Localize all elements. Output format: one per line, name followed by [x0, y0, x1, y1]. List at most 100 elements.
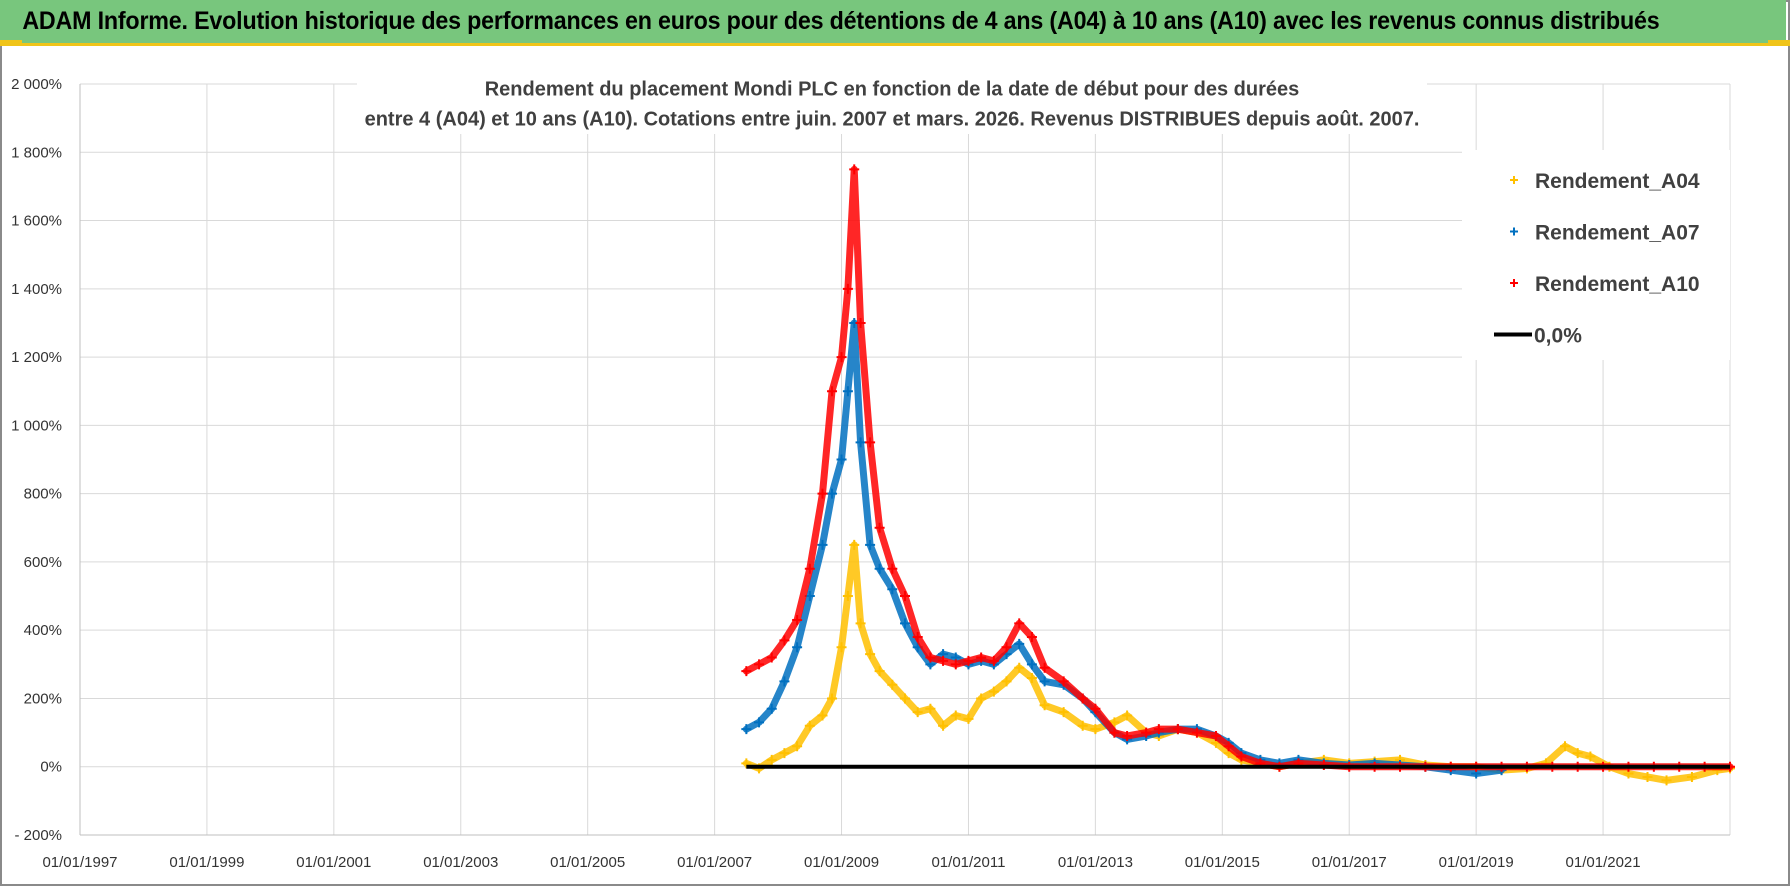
data-point [938, 720, 949, 731]
y-tick-label: 1 200% [11, 349, 62, 366]
data-point [836, 642, 847, 653]
data-point [792, 614, 803, 625]
legend-label: Rendement_A04 [1535, 170, 1700, 193]
y-tick-label: 1 800% [11, 144, 62, 161]
data-point [1014, 618, 1025, 629]
series-layer [741, 164, 1735, 786]
data-point [1001, 642, 1012, 653]
data-point [1090, 724, 1101, 735]
data-point [1026, 632, 1037, 643]
chart-title-line-1: Rendement du placement Mondi PLC en fonc… [485, 78, 1300, 100]
x-tick-label: 01/01/2011 [931, 854, 1005, 871]
data-point [792, 642, 803, 653]
data-point [874, 666, 885, 677]
data-point [741, 666, 752, 677]
data-point [1014, 638, 1025, 649]
data-point [804, 720, 815, 731]
data-point [912, 707, 923, 718]
data-point [855, 437, 866, 448]
data-point [1686, 771, 1697, 782]
data-point [849, 539, 860, 550]
legend: Rendement_A04 Rendement_A07 Rendement_A10 0… [1462, 150, 1730, 360]
title-background [357, 76, 1427, 134]
data-point [1585, 751, 1596, 762]
x-tick-label: 01/01/2013 [1058, 854, 1133, 871]
data-point [1077, 693, 1088, 704]
report-banner: ADAM Informe. Evolution historique des p… [0, 0, 1786, 46]
y-tick-label: - 200% [14, 827, 62, 844]
legend-background [1462, 150, 1730, 360]
x-tick-label: 01/01/2003 [423, 854, 498, 871]
legend-label: Rendement_A07 [1535, 222, 1700, 245]
legend-label: Rendement_A10 [1535, 273, 1700, 296]
data-point [1210, 731, 1221, 742]
legend-marker [1510, 279, 1518, 287]
data-point [836, 352, 847, 363]
data-point [1141, 727, 1152, 738]
data-point [766, 703, 777, 714]
data-point [988, 655, 999, 666]
data-point [836, 454, 847, 465]
y-tick-label: 800% [24, 486, 62, 503]
data-point [1077, 720, 1088, 731]
data-point [900, 693, 910, 704]
data-point [963, 655, 974, 666]
data-point [754, 717, 765, 728]
x-tick-label: 01/01/1997 [42, 854, 117, 871]
data-point [754, 659, 765, 670]
data-point [1058, 707, 1069, 718]
data-point [1058, 676, 1069, 687]
data-point [925, 703, 936, 714]
chart-title-line-2: entre 4 (A04) et 10 ans (A10). Cotations… [365, 108, 1420, 130]
data-point [741, 758, 752, 769]
x-tick-label: 01/01/2009 [804, 854, 879, 871]
data-point [855, 317, 866, 328]
data-point [865, 539, 876, 550]
data-point [1572, 748, 1583, 759]
data-point [1109, 727, 1120, 738]
data-point [963, 713, 974, 724]
data-point [842, 591, 853, 602]
data-point [938, 655, 949, 666]
data-point [1039, 676, 1050, 687]
data-point [900, 591, 910, 602]
data-point [1014, 662, 1025, 673]
x-tick-label: 01/01/2019 [1439, 854, 1514, 871]
x-tick-label: 01/01/2021 [1566, 854, 1641, 871]
y-tick-label: 1 000% [11, 417, 62, 434]
data-point [976, 652, 987, 663]
data-point [1191, 727, 1202, 738]
data-point [842, 386, 853, 397]
y-tick-label: 0% [40, 759, 62, 776]
data-point [804, 563, 815, 574]
data-point [1039, 700, 1050, 711]
data-point [874, 522, 885, 533]
y-tick-label: 200% [24, 690, 62, 707]
data-point [1560, 741, 1570, 752]
data-point [779, 635, 790, 646]
data-point [1122, 731, 1133, 742]
data-point [988, 686, 999, 697]
data-point [1172, 724, 1183, 735]
data-point [887, 584, 898, 595]
x-tick-label: 01/01/2005 [550, 854, 625, 871]
data-point [1642, 771, 1653, 782]
data-point [741, 724, 752, 735]
banner-accent-right [1768, 40, 1790, 46]
data-point [779, 748, 790, 759]
legend-label: 0,0% [1534, 325, 1582, 348]
series-trace [742, 319, 1506, 778]
data-point [817, 488, 828, 499]
data-point [779, 676, 790, 687]
data-point [855, 618, 866, 629]
data-point [1661, 775, 1672, 786]
x-tick-label: 01/01/2015 [1185, 854, 1260, 871]
y-tick-label: 2 000% [11, 76, 62, 93]
data-point [817, 710, 828, 721]
data-point [925, 652, 936, 663]
data-point [1153, 724, 1164, 735]
y-tick-label: 1 600% [11, 213, 62, 230]
data-point [1236, 751, 1247, 762]
